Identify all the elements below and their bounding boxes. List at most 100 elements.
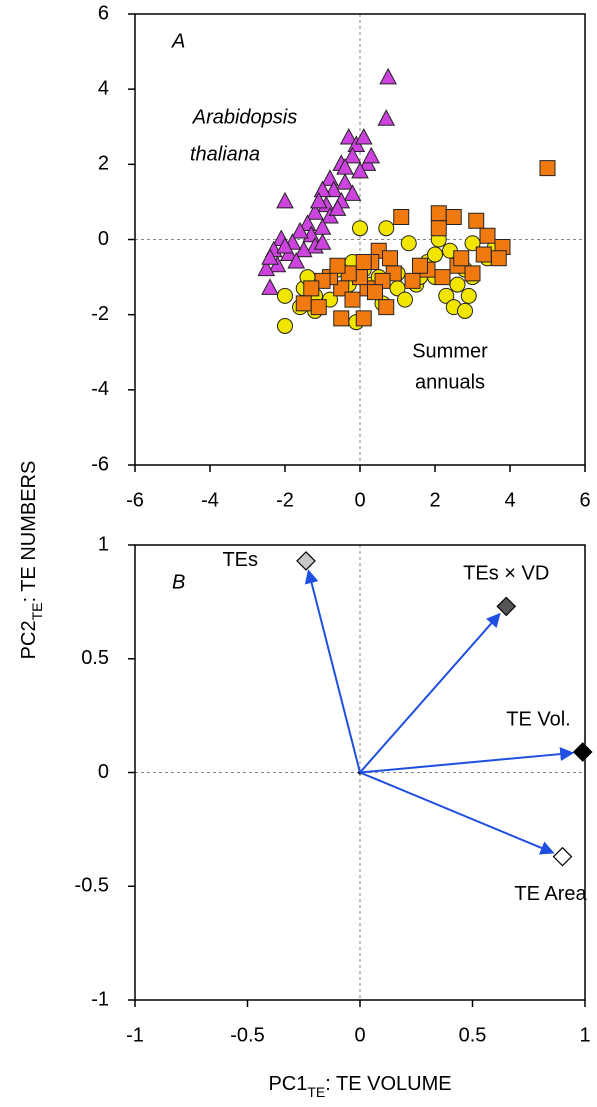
annotation: Arabidopsis xyxy=(192,106,298,128)
point xyxy=(277,287,293,304)
x-label-main: PC1 xyxy=(268,1073,307,1095)
point xyxy=(382,250,398,267)
point-label: TE Area xyxy=(514,883,587,905)
point xyxy=(329,257,346,274)
y-tick-label: 2 xyxy=(98,153,109,175)
loading-arrow xyxy=(359,771,555,855)
point xyxy=(362,146,381,164)
x-tick-label: 2 xyxy=(429,489,440,511)
point xyxy=(321,169,339,186)
x-label-sub: TE xyxy=(307,1084,325,1100)
point xyxy=(295,295,312,312)
point xyxy=(343,184,362,201)
point xyxy=(438,287,455,304)
point xyxy=(393,208,410,225)
point xyxy=(287,251,306,269)
point xyxy=(354,127,373,145)
y-label-sub: TE xyxy=(29,603,45,621)
point xyxy=(324,180,343,198)
x-axis-label: PC1TE: TE VOLUME xyxy=(268,1073,451,1099)
y-tick-label: 0 xyxy=(98,228,109,250)
point xyxy=(430,220,447,237)
point xyxy=(397,291,413,308)
point xyxy=(412,257,428,274)
x-tick-label: -0.5 xyxy=(230,1024,264,1046)
point xyxy=(367,284,383,301)
y-tick-label: -1 xyxy=(91,988,109,1010)
loading-arrow xyxy=(359,612,501,774)
point xyxy=(352,220,368,237)
x-tick-label: 6 xyxy=(579,489,590,511)
point xyxy=(475,246,492,263)
annotation: thaliana xyxy=(190,143,260,165)
point xyxy=(539,160,556,177)
annotation: annuals xyxy=(415,371,485,393)
y-tick-label: -4 xyxy=(91,378,109,400)
point xyxy=(333,310,350,327)
x-tick-label: 0.5 xyxy=(459,1024,487,1046)
y-label-main: PC2 xyxy=(18,620,40,659)
point xyxy=(291,221,309,239)
y-tick-label: -6 xyxy=(91,453,109,475)
point xyxy=(430,205,447,222)
point xyxy=(490,250,507,267)
x-tick-label: 0 xyxy=(354,489,365,511)
point xyxy=(434,269,451,286)
x-tick-label: -6 xyxy=(126,489,144,511)
point xyxy=(449,276,466,293)
point xyxy=(457,302,473,319)
x-tick-label: 1 xyxy=(579,1024,590,1046)
x-tick-label: 0 xyxy=(354,1024,365,1046)
point-label: TEs xyxy=(222,549,258,571)
x-label-rest: : TE VOLUME xyxy=(325,1073,451,1095)
loading-point xyxy=(552,846,573,867)
point xyxy=(344,291,361,308)
point xyxy=(343,146,362,164)
y-tick-label: 1 xyxy=(98,533,109,555)
point xyxy=(306,203,324,220)
point xyxy=(453,250,470,267)
point xyxy=(336,173,354,190)
x-tick-label: -1 xyxy=(126,1024,144,1046)
point xyxy=(351,161,369,179)
point-label: TE Vol. xyxy=(506,708,570,730)
loading-point xyxy=(496,596,517,617)
loading-point xyxy=(296,551,316,571)
point xyxy=(464,265,481,282)
point xyxy=(445,208,462,225)
point xyxy=(276,191,294,209)
y-label-rest: : TE NUMBERS xyxy=(18,461,40,603)
x-tick-label: 4 xyxy=(504,489,515,511)
point xyxy=(400,235,417,252)
loading-arrow xyxy=(359,747,575,774)
point xyxy=(313,233,332,250)
y-tick-label: -2 xyxy=(91,303,109,325)
point xyxy=(378,299,395,316)
point xyxy=(309,191,328,209)
point xyxy=(379,67,397,85)
x-tick-label: -2 xyxy=(276,489,294,511)
y-tick-label: 4 xyxy=(98,77,109,99)
point xyxy=(261,278,279,295)
point xyxy=(377,109,396,126)
point xyxy=(257,259,276,277)
annotation: A xyxy=(171,30,185,52)
point xyxy=(261,248,279,265)
point xyxy=(378,220,395,237)
loading-arrow xyxy=(304,569,361,773)
x-tick-label: -4 xyxy=(201,489,219,511)
y-tick-label: 6 xyxy=(98,2,109,24)
y-axis-label: PC2TE: TE NUMBERS xyxy=(18,461,44,660)
point xyxy=(310,299,327,316)
annotation: Summer xyxy=(412,340,488,362)
point xyxy=(303,280,320,297)
point xyxy=(404,272,421,289)
point xyxy=(339,127,358,145)
y-tick-label: -0.5 xyxy=(75,875,109,897)
loading-point xyxy=(572,742,593,762)
point xyxy=(460,287,477,304)
y-tick-label: 0 xyxy=(98,761,109,783)
point xyxy=(479,227,496,244)
point xyxy=(277,317,293,334)
